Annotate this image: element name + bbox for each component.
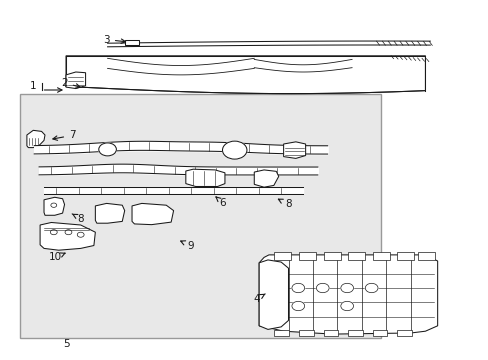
Polygon shape — [396, 330, 411, 336]
Text: 10: 10 — [49, 252, 65, 262]
Text: 3: 3 — [103, 35, 125, 45]
Polygon shape — [185, 169, 224, 186]
Text: 5: 5 — [62, 339, 69, 349]
Circle shape — [222, 141, 246, 159]
Polygon shape — [132, 203, 173, 225]
Circle shape — [50, 230, 57, 235]
Polygon shape — [323, 252, 340, 260]
Polygon shape — [372, 330, 386, 336]
FancyBboxPatch shape — [124, 40, 139, 45]
Text: 4: 4 — [253, 294, 264, 304]
Polygon shape — [417, 252, 434, 260]
Polygon shape — [40, 222, 95, 250]
Polygon shape — [259, 255, 437, 334]
Polygon shape — [273, 252, 290, 260]
Polygon shape — [396, 252, 413, 260]
Text: 8: 8 — [72, 213, 84, 224]
Text: 2: 2 — [61, 78, 80, 88]
Text: 8: 8 — [278, 199, 291, 210]
Circle shape — [77, 232, 84, 237]
Polygon shape — [347, 330, 362, 336]
Text: 7: 7 — [53, 130, 76, 140]
Polygon shape — [27, 130, 45, 148]
Circle shape — [65, 230, 72, 235]
Text: 6: 6 — [216, 197, 225, 208]
Polygon shape — [299, 252, 316, 260]
Polygon shape — [283, 142, 305, 158]
Polygon shape — [254, 170, 278, 187]
Polygon shape — [66, 72, 85, 89]
Polygon shape — [273, 330, 288, 336]
Circle shape — [316, 283, 328, 293]
Circle shape — [291, 283, 304, 293]
Text: 1: 1 — [30, 81, 37, 91]
Polygon shape — [259, 260, 288, 329]
Circle shape — [51, 203, 57, 207]
Polygon shape — [347, 252, 365, 260]
Circle shape — [365, 283, 377, 293]
Polygon shape — [95, 203, 124, 223]
Circle shape — [340, 301, 353, 311]
Polygon shape — [299, 330, 313, 336]
Polygon shape — [323, 330, 338, 336]
Circle shape — [291, 301, 304, 311]
Polygon shape — [372, 252, 389, 260]
Text: 9: 9 — [181, 240, 194, 251]
Polygon shape — [44, 197, 64, 215]
Polygon shape — [20, 94, 381, 338]
Polygon shape — [66, 56, 425, 94]
Circle shape — [340, 283, 353, 293]
Circle shape — [99, 143, 116, 156]
